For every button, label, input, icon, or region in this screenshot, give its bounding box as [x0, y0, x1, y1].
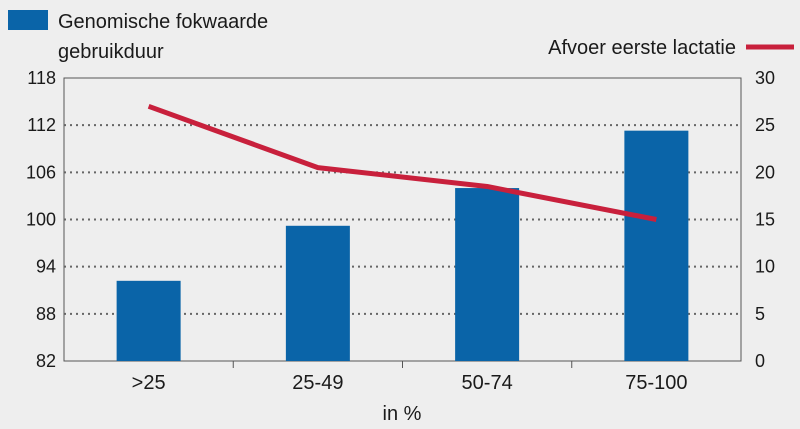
legend-bar-label-line1: Genomische fokwaarde [58, 11, 268, 33]
y-right-tick-label-1: 5 [755, 304, 765, 324]
bar-1 [285, 225, 350, 361]
y-left-tick-label-1: 88 [36, 304, 56, 324]
bar-3 [624, 130, 689, 361]
y-right-tick-label-5: 25 [755, 115, 775, 135]
x-axis-category-labels: >25 25-49 50-74 75-100 [132, 372, 688, 394]
x-category-label-1: 25-49 [292, 372, 343, 394]
x-category-label-2: 50-74 [462, 372, 513, 394]
y-left-tick-label-2: 94 [36, 257, 56, 277]
y-axis-left-labels: 82 88 94 100 106 112 118 [26, 68, 56, 371]
y-right-tick-label-2: 10 [755, 257, 775, 277]
x-category-label-3: 75-100 [625, 372, 687, 394]
y-right-tick-label-3: 15 [755, 210, 775, 230]
legend-line-label: Afvoer eerste lactatie [548, 37, 736, 59]
y-left-tick-label-0: 82 [36, 351, 56, 371]
x-tick-marks [232, 361, 573, 368]
x-axis-title: in % [383, 403, 422, 425]
bar-0 [116, 280, 181, 361]
x-category-label-0: >25 [132, 372, 166, 394]
y-axis-right-labels: 0 5 10 15 20 25 30 [755, 68, 775, 371]
y-left-tick-label-6: 118 [27, 68, 56, 88]
y-left-tick-label-3: 100 [26, 210, 56, 230]
y-left-tick-label-5: 112 [27, 115, 56, 135]
bars [116, 130, 689, 361]
bar-2 [455, 188, 520, 361]
y-right-tick-label-0: 0 [755, 351, 765, 371]
legend-bar-label-line2: gebruikduur [58, 41, 164, 63]
legend-swatch-bar [8, 10, 48, 30]
line-series-afvoer [147, 103, 657, 222]
y-right-tick-label-6: 30 [755, 68, 775, 88]
y-right-tick-label-4: 20 [755, 162, 775, 182]
y-left-tick-label-4: 106 [26, 162, 56, 182]
